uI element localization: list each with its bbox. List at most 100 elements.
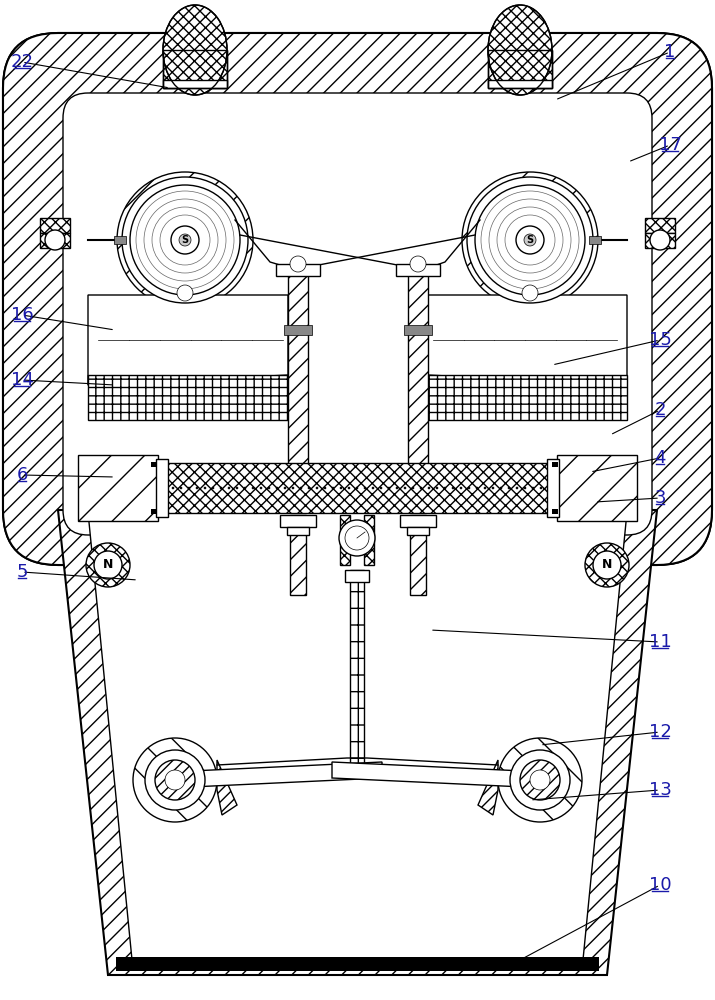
Circle shape bbox=[204, 487, 206, 489]
FancyBboxPatch shape bbox=[63, 93, 652, 535]
Circle shape bbox=[420, 487, 422, 489]
Circle shape bbox=[300, 487, 302, 489]
Circle shape bbox=[268, 487, 270, 489]
Bar bbox=[114, 236, 126, 244]
Circle shape bbox=[508, 487, 511, 489]
Text: N: N bbox=[602, 558, 612, 572]
Circle shape bbox=[540, 487, 542, 489]
Bar bbox=[40, 218, 70, 233]
Text: S: S bbox=[526, 235, 533, 245]
Bar bbox=[410, 515, 426, 595]
Bar bbox=[552, 462, 558, 467]
Circle shape bbox=[492, 487, 494, 489]
Bar bbox=[557, 455, 637, 521]
Bar bbox=[163, 50, 227, 88]
Circle shape bbox=[177, 285, 193, 301]
Bar bbox=[645, 233, 675, 248]
FancyBboxPatch shape bbox=[3, 33, 712, 565]
Circle shape bbox=[460, 487, 462, 489]
Circle shape bbox=[462, 172, 598, 308]
Circle shape bbox=[171, 226, 199, 254]
Text: 17: 17 bbox=[659, 136, 681, 154]
Polygon shape bbox=[170, 762, 382, 788]
Circle shape bbox=[340, 487, 342, 489]
Text: 12: 12 bbox=[649, 723, 671, 741]
Text: 22: 22 bbox=[11, 53, 34, 71]
Bar bbox=[284, 325, 312, 335]
Circle shape bbox=[212, 487, 214, 489]
Circle shape bbox=[145, 750, 205, 810]
Bar bbox=[88, 375, 288, 420]
Circle shape bbox=[522, 285, 538, 301]
Text: N: N bbox=[103, 558, 113, 572]
Circle shape bbox=[86, 543, 130, 587]
Text: 10: 10 bbox=[649, 876, 671, 894]
Circle shape bbox=[260, 487, 262, 489]
Bar bbox=[288, 270, 308, 510]
Bar bbox=[151, 509, 157, 514]
Bar bbox=[163, 50, 227, 88]
Polygon shape bbox=[88, 295, 288, 385]
Circle shape bbox=[524, 487, 526, 489]
Circle shape bbox=[347, 487, 350, 489]
Circle shape bbox=[172, 487, 174, 489]
Polygon shape bbox=[58, 510, 657, 975]
Circle shape bbox=[593, 551, 621, 579]
Bar bbox=[547, 459, 559, 517]
Bar bbox=[428, 375, 627, 420]
Circle shape bbox=[475, 185, 585, 295]
Circle shape bbox=[524, 234, 536, 246]
Circle shape bbox=[276, 487, 278, 489]
Text: 15: 15 bbox=[649, 331, 671, 349]
Bar bbox=[151, 462, 157, 467]
Circle shape bbox=[220, 487, 222, 489]
Circle shape bbox=[356, 487, 358, 489]
Polygon shape bbox=[88, 512, 627, 970]
Circle shape bbox=[316, 487, 318, 489]
Polygon shape bbox=[428, 295, 627, 385]
Circle shape bbox=[364, 487, 366, 489]
Circle shape bbox=[585, 543, 629, 587]
Circle shape bbox=[532, 487, 534, 489]
Text: 14: 14 bbox=[11, 371, 34, 389]
Text: 16: 16 bbox=[11, 306, 34, 324]
Text: 6: 6 bbox=[16, 466, 28, 484]
Polygon shape bbox=[428, 375, 627, 385]
Bar bbox=[116, 957, 599, 971]
Ellipse shape bbox=[163, 5, 227, 95]
Bar bbox=[287, 527, 309, 535]
Polygon shape bbox=[217, 760, 237, 815]
Circle shape bbox=[165, 770, 185, 790]
Bar bbox=[488, 80, 552, 88]
Polygon shape bbox=[332, 762, 545, 788]
FancyBboxPatch shape bbox=[3, 33, 712, 565]
Ellipse shape bbox=[488, 5, 552, 95]
Circle shape bbox=[292, 487, 294, 489]
Circle shape bbox=[484, 487, 486, 489]
Circle shape bbox=[94, 551, 122, 579]
Text: 4: 4 bbox=[654, 449, 666, 467]
Circle shape bbox=[307, 487, 310, 489]
Bar bbox=[407, 527, 429, 535]
Circle shape bbox=[388, 487, 390, 489]
Circle shape bbox=[410, 256, 426, 272]
Text: 13: 13 bbox=[649, 781, 671, 799]
Circle shape bbox=[130, 185, 240, 295]
Text: 5: 5 bbox=[16, 563, 28, 581]
Polygon shape bbox=[478, 760, 498, 815]
Text: 1: 1 bbox=[664, 43, 676, 61]
Circle shape bbox=[452, 487, 454, 489]
Bar bbox=[158, 463, 557, 513]
Text: S: S bbox=[182, 235, 189, 245]
Bar bbox=[276, 264, 320, 276]
Bar bbox=[408, 270, 428, 510]
Circle shape bbox=[228, 487, 230, 489]
Circle shape bbox=[236, 487, 238, 489]
Bar bbox=[156, 459, 168, 517]
Text: 11: 11 bbox=[649, 633, 671, 651]
Circle shape bbox=[650, 230, 670, 250]
Text: 2: 2 bbox=[654, 401, 666, 419]
Bar bbox=[163, 80, 227, 88]
Circle shape bbox=[196, 487, 198, 489]
Circle shape bbox=[520, 760, 560, 800]
